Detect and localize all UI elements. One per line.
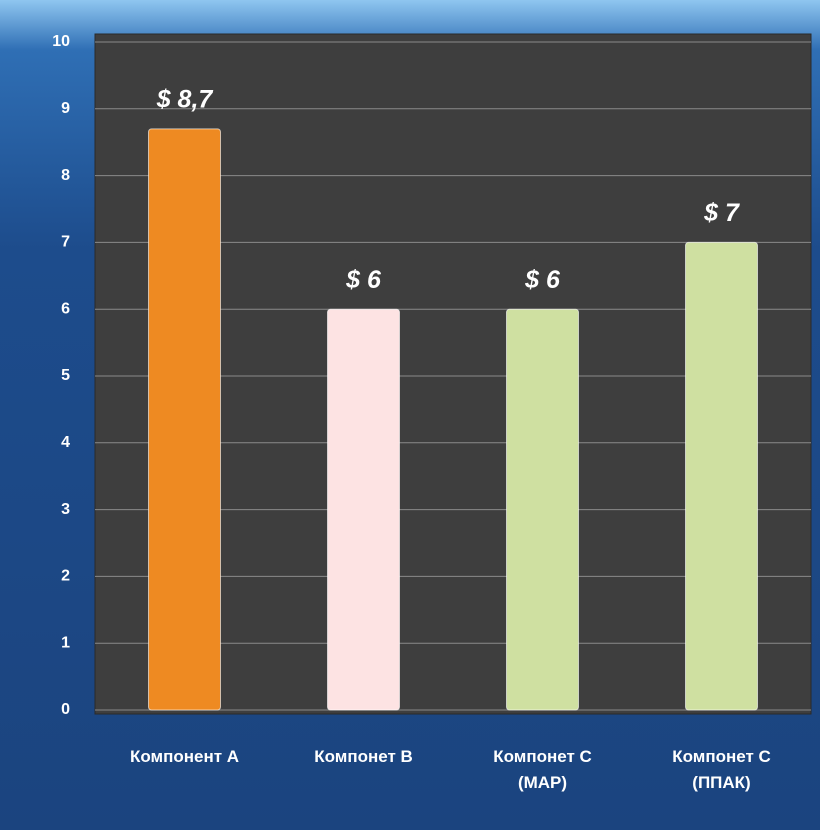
value-label: $ 6: [524, 266, 561, 294]
y-tick-label: 4: [61, 434, 70, 451]
bar: [148, 128, 221, 711]
y-tick-label: 3: [61, 501, 70, 518]
x-tick-label: Компонент А: [129, 747, 240, 766]
y-tick-label: 0: [61, 701, 70, 718]
x-tick-label: Компонет С (ППАК): [672, 747, 771, 792]
y-tick-label: 7: [61, 234, 70, 251]
x-tick-label: Компонет С (МАР): [493, 747, 592, 792]
y-tick-label: 1: [61, 634, 70, 651]
bar: [685, 241, 758, 711]
value-label: $ 7: [703, 199, 740, 227]
x-tick-label: Компонет В: [314, 747, 413, 766]
y-tick-label: 5: [61, 367, 70, 384]
y-tick-label: 6: [61, 300, 70, 317]
value-label: $ 6: [345, 266, 382, 294]
bar: [327, 308, 400, 711]
y-tick-label: 2: [61, 568, 70, 585]
value-label: $ 8,7: [156, 85, 214, 113]
y-tick-label: 9: [61, 100, 70, 117]
bar: [506, 308, 579, 711]
y-tick-label: 10: [52, 33, 70, 50]
y-tick-label: 8: [61, 167, 70, 184]
